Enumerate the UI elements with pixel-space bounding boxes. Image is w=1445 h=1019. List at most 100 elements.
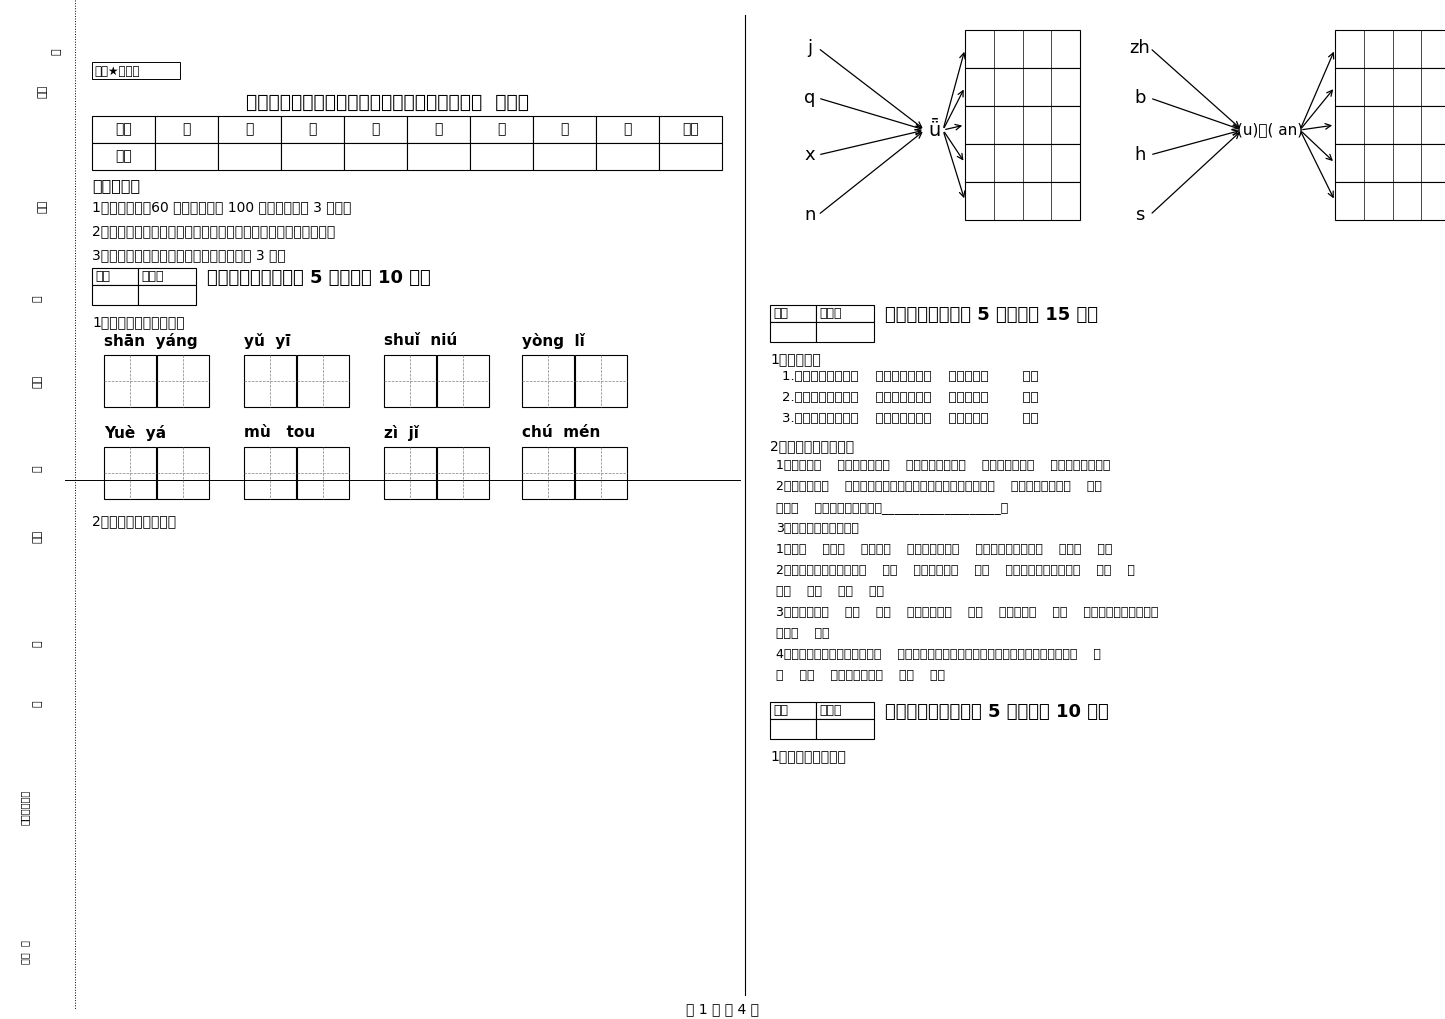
Bar <box>595 143 659 170</box>
Text: mù   tou: mù tou <box>244 425 315 440</box>
Text: 线: 线 <box>33 640 43 647</box>
Text: 第 1 页 共 4 页: 第 1 页 共 4 页 <box>685 1002 759 1016</box>
Bar <box>139 285 197 305</box>
Bar <box>139 268 197 285</box>
Bar <box>155 116 218 143</box>
Text: 2、我会按要求填写。: 2、我会按要求填写。 <box>770 439 854 453</box>
Text: Yuè  yá: Yuè yá <box>104 425 166 441</box>
Bar <box>770 702 816 719</box>
Text: shān  yáng: shān yáng <box>104 333 198 348</box>
Text: 乡镇（街道）: 乡镇（街道） <box>20 790 30 825</box>
Bar <box>659 116 722 143</box>
Bar <box>816 305 874 322</box>
Text: 不: 不 <box>33 465 43 472</box>
Bar <box>533 116 595 143</box>
Text: s: s <box>1136 206 1144 224</box>
Text: 一: 一 <box>182 122 191 137</box>
Text: 封: 封 <box>33 700 43 706</box>
Text: 得分: 得分 <box>773 307 788 320</box>
Text: 总分: 总分 <box>682 122 699 137</box>
Bar <box>436 355 488 407</box>
Bar <box>436 447 488 499</box>
Text: 评卷人: 评卷人 <box>819 307 841 320</box>
Text: zh: zh <box>1130 39 1150 57</box>
Text: 评卷人: 评卷人 <box>819 704 841 717</box>
Bar <box>92 62 181 79</box>
Text: h: h <box>1134 146 1146 164</box>
Bar <box>1335 144 1445 182</box>
Text: shuǐ  niú: shuǐ niú <box>384 333 457 348</box>
Bar <box>965 30 1079 68</box>
Text: chú  mén: chú mén <box>522 425 600 440</box>
Bar <box>1335 182 1445 220</box>
Bar <box>244 355 296 407</box>
Text: 1、我会看拼音写词语。: 1、我会看拼音写词语。 <box>92 315 185 329</box>
Text: q: q <box>805 89 815 107</box>
Bar <box>965 182 1079 220</box>
Bar <box>104 447 156 499</box>
Bar <box>92 116 155 143</box>
Text: 2、我会拼，我会写。: 2、我会拼，我会写。 <box>92 514 176 528</box>
Bar <box>1335 30 1445 68</box>
Bar <box>770 322 816 342</box>
Bar <box>298 355 350 407</box>
Text: 3、不要在试卷上乱写乱画，卷面不整洁才 3 分。: 3、不要在试卷上乱写乱画，卷面不整洁才 3 分。 <box>92 248 286 262</box>
Text: （    ）（    ）很美很美的（    ）（    ）。: （ ）（ ）很美很美的（ ）（ ）。 <box>776 669 945 682</box>
Text: b: b <box>1134 89 1146 107</box>
Text: 六: 六 <box>497 122 506 137</box>
Bar <box>965 144 1079 182</box>
Text: 一、拼音部分（每题 5 分，共计 10 分）: 一、拼音部分（每题 5 分，共计 10 分） <box>207 269 431 287</box>
Text: 评卷人: 评卷人 <box>142 270 163 283</box>
Bar <box>1335 106 1445 144</box>
Bar <box>384 447 436 499</box>
Text: yòng  lǐ: yòng lǐ <box>522 333 585 348</box>
Text: 五: 五 <box>435 122 442 137</box>
Text: 2、「园」是（    ）结构的字，按音序查字法要先查大写字母（    ），它的音节是（    ），: 2、「园」是（ ）结构的字，按音序查字法要先查大写字母（ ），它的音节是（ ）， <box>776 480 1103 493</box>
Bar <box>575 447 627 499</box>
Text: yǔ  yī: yǔ yī <box>244 333 290 348</box>
Text: 手和（    ）。: 手和（ ）。 <box>776 627 829 640</box>
Text: 三、识字写字（每题 5 分，共计 10 分）: 三、识字写字（每题 5 分，共计 10 分） <box>884 703 1108 721</box>
Text: 2.「牙」共有几画（    ），第二画是（    ），组词（        ）。: 2.「牙」共有几画（ ），第二画是（ ），组词（ ）。 <box>782 391 1039 404</box>
Text: x: x <box>805 146 815 164</box>
Text: 1、考试时间：60 分钟，满分为 100 分（含卷面分 3 分）。: 1、考试时间：60 分钟，满分为 100 分（含卷面分 3 分）。 <box>92 200 351 214</box>
Text: 得分: 得分 <box>116 150 131 163</box>
Text: 1、牧（    ）骑（    ）牛，（    ）声振林樾。（    ）欲捕鸣蝉，忽然（    ）口（    ）。: 1、牧（ ）骑（ ）牛，（ ）声振林樾。（ ）欲捕鸣蝉，忽然（ ）口（ ）。 <box>776 543 1113 556</box>
Text: n: n <box>805 206 815 224</box>
Bar <box>533 143 595 170</box>
Bar <box>218 116 280 143</box>
Text: 4、小鱼儿说：「荷叶是我的（    ）伞。」小鱼儿在荷叶底下笑嘻嘻地游来游去，摆起（    ）: 4、小鱼儿说：「荷叶是我的（ ）伞。」小鱼儿在荷叶底下笑嘻嘻地游来游去，摆起（ … <box>776 648 1101 661</box>
Text: j: j <box>808 39 812 57</box>
Text: 四: 四 <box>371 122 380 137</box>
Bar <box>407 116 470 143</box>
Bar <box>158 355 210 407</box>
Bar <box>92 285 139 305</box>
Bar <box>522 355 574 407</box>
Text: 准: 准 <box>33 294 43 302</box>
Text: 1、我会填。: 1、我会填。 <box>770 352 821 366</box>
Text: 2、唱啊，跳啊，敬爱的（    ）（    ），亲爱的（    ）（    ），我们一起度过这（    ）（    ）: 2、唱啊，跳啊，敬爱的（ ）（ ），亲爱的（ ）（ ），我们一起度过这（ ）（ … <box>776 564 1134 577</box>
Bar <box>595 116 659 143</box>
Text: 三: 三 <box>308 122 316 137</box>
Text: 的（    ）（    ）（    ）。: 的（ ）（ ）（ ）。 <box>776 585 884 598</box>
Text: 二: 二 <box>246 122 254 137</box>
Text: ǖ: ǖ <box>929 120 941 140</box>
Bar <box>770 719 816 739</box>
Text: 二、填空题（每题 5 分，共计 15 分）: 二、填空题（每题 5 分，共计 15 分） <box>884 306 1098 324</box>
Bar <box>158 447 210 499</box>
Text: 得分: 得分 <box>773 704 788 717</box>
Bar <box>280 143 344 170</box>
Text: 学校: 学校 <box>33 530 43 543</box>
Text: 2、请首先按要求在试卷的指定位置填写您的姓名、班级、学号。: 2、请首先按要求在试卷的指定位置填写您的姓名、班级、学号。 <box>92 224 335 238</box>
Text: 考号: 考号 <box>38 85 48 98</box>
Text: 3.「冬」共有几画（    ），第三画是（    ），组词（        ）。: 3.「冬」共有几画（ ），第三画是（ ），组词（ ）。 <box>782 412 1039 425</box>
Bar <box>298 447 350 499</box>
Text: 题: 题 <box>52 48 62 55</box>
Bar <box>280 116 344 143</box>
Bar <box>770 305 816 322</box>
Bar <box>92 268 139 285</box>
Bar <box>816 702 874 719</box>
Text: 八: 八 <box>623 122 631 137</box>
Text: 姓名: 姓名 <box>38 200 48 213</box>
Text: 班级: 班级 <box>33 375 43 388</box>
